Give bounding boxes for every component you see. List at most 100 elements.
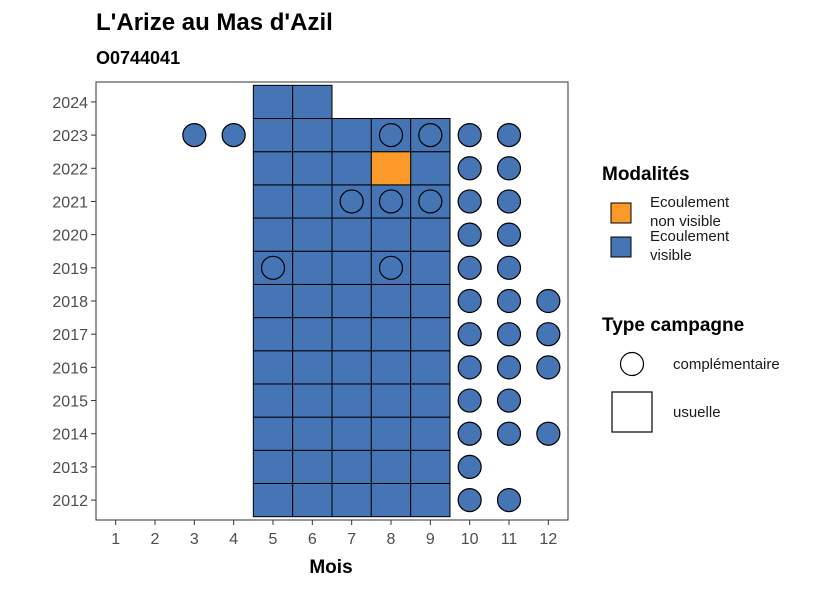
- y-tick-label-2019: 2019: [52, 261, 88, 278]
- point-2023-10: [457, 122, 482, 148]
- tile-2014-5: [252, 416, 294, 451]
- tile-2018-7: [331, 283, 372, 319]
- point-2016-11: [496, 355, 522, 380]
- point-2021-8: [378, 189, 404, 214]
- tile-2014-7: [331, 416, 372, 451]
- tile-2012-9: [410, 483, 451, 518]
- tile-2019-6: [292, 250, 333, 285]
- point-2015-10: [457, 388, 482, 413]
- y-tick-label-2023: 2023: [52, 128, 88, 145]
- point-2019-5: [260, 255, 286, 280]
- point-2019-11: [496, 255, 522, 280]
- legend-type-key-square: [611, 391, 653, 433]
- tile-2017-9: [410, 317, 451, 352]
- tile-2023-6: [292, 118, 333, 153]
- point-2021-9: [418, 189, 443, 214]
- point-2019-8: [378, 255, 404, 280]
- y-tick-label-2016: 2016: [52, 360, 88, 377]
- y-tick-label-2012: 2012: [52, 493, 88, 510]
- tile-2020-7: [331, 217, 372, 252]
- tile-2013-8: [370, 449, 412, 484]
- tile-2012-5: [252, 483, 294, 518]
- tile-2016-9: [410, 350, 451, 385]
- point-2022-11: [496, 156, 522, 181]
- x-tick-label-4: 4: [229, 531, 238, 548]
- tile-2023-5: [252, 118, 294, 153]
- tile-2013-6: [292, 449, 333, 484]
- x-tick-label-7: 7: [347, 531, 356, 548]
- y-tick-label-2018: 2018: [52, 294, 88, 311]
- point-2018-12: [536, 288, 561, 314]
- point-2021-11: [496, 189, 522, 214]
- tile-2015-8: [370, 383, 412, 418]
- tile-2022-8: [370, 151, 412, 186]
- tile-2022-7: [331, 151, 372, 186]
- tile-2018-8: [370, 283, 412, 319]
- point-2019-10: [457, 255, 482, 280]
- x-tick-label-6: 6: [308, 531, 317, 548]
- y-tick-label-2014: 2014: [52, 427, 88, 444]
- tile-2021-6: [292, 184, 333, 219]
- tile-2012-7: [331, 483, 372, 518]
- x-tick-label-9: 9: [426, 531, 435, 548]
- x-tick-label-2: 2: [151, 531, 160, 548]
- legend-type-label-1: usuelle: [673, 404, 721, 421]
- point-2017-12: [536, 322, 561, 347]
- point-2018-11: [496, 288, 522, 314]
- point-2023-3: [182, 122, 207, 148]
- tile-2018-5: [252, 283, 294, 319]
- tile-2016-7: [331, 350, 372, 385]
- point-2014-12: [536, 421, 561, 446]
- chart-subtitle: O0744041: [96, 48, 180, 68]
- tile-2015-5: [252, 383, 294, 418]
- tile-2019-9: [410, 250, 451, 285]
- tile-2016-6: [292, 350, 333, 385]
- tile-2022-6: [292, 151, 333, 186]
- tile-2013-7: [331, 449, 372, 484]
- point-2017-11: [496, 322, 522, 347]
- tile-2015-9: [410, 383, 451, 418]
- x-tick-label-1: 1: [111, 531, 120, 548]
- point-2015-11: [496, 388, 522, 413]
- chart-title: L'Arize au Mas d'Azil: [96, 9, 333, 36]
- y-tick-label-2020: 2020: [52, 228, 88, 245]
- point-2022-10: [457, 156, 482, 181]
- tile-2012-8: [370, 483, 412, 518]
- x-tick-label-3: 3: [190, 531, 199, 548]
- x-tick-label-12: 12: [539, 531, 557, 548]
- point-2018-10: [457, 288, 482, 314]
- point-2021-7: [339, 189, 364, 214]
- point-2021-10: [457, 189, 482, 214]
- point-2017-10: [457, 322, 482, 347]
- point-2023-4: [221, 122, 246, 148]
- tile-2017-8: [370, 317, 412, 352]
- tile-2014-8: [370, 416, 412, 451]
- tile-2020-5: [252, 217, 294, 252]
- y-tick-label-2021: 2021: [52, 194, 88, 211]
- point-2023-11: [496, 122, 522, 148]
- tile-2017-7: [331, 317, 372, 352]
- tile-2021-5: [252, 184, 294, 219]
- tile-2018-6: [292, 283, 333, 319]
- legend-modalite-label-0-0: Ecoulement: [650, 194, 730, 211]
- y-tick-label-2022: 2022: [52, 161, 88, 178]
- tile-2019-7: [331, 250, 372, 285]
- tile-2014-6: [292, 416, 333, 451]
- tile-2016-5: [252, 350, 294, 385]
- tile-2024-6: [292, 84, 333, 120]
- tile-2017-6: [292, 317, 333, 352]
- x-tick-label-11: 11: [501, 531, 518, 548]
- legend-type-campagne: Type campagne complémentaire usuelle: [602, 315, 780, 433]
- tile-2013-5: [252, 449, 294, 484]
- tiles-layer: [252, 84, 451, 518]
- tile-2015-6: [292, 383, 333, 418]
- x-tick-label-10: 10: [461, 531, 479, 548]
- tile-2018-9: [410, 283, 451, 319]
- y-tick-label-2017: 2017: [52, 327, 88, 344]
- legend-type-title: Type campagne: [602, 315, 744, 336]
- y-tick-label-2015: 2015: [52, 394, 88, 411]
- y-axis: 2012 2013 2014 2015 2016 2017 2018 2019 2020 2021…: [52, 95, 96, 510]
- point-2023-8: [378, 122, 404, 148]
